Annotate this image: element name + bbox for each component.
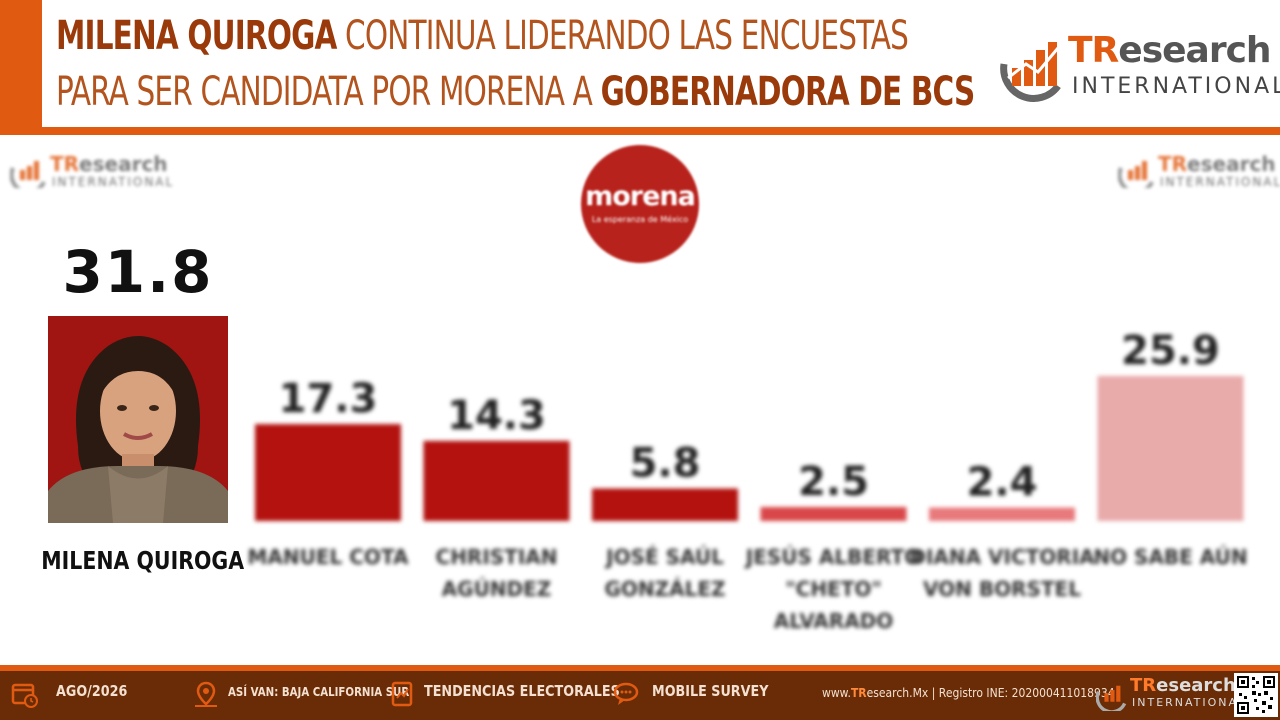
bar-6 — [1097, 375, 1244, 521]
qr-code-icon — [1234, 673, 1278, 717]
bar-1 — [255, 424, 401, 521]
candidate-portrait-icon — [48, 316, 228, 523]
value-label-3: 5.8 — [630, 441, 701, 487]
footer-section: TENDENCIAS ELECTORALES — [424, 682, 620, 700]
chat-bubble-icon — [613, 682, 639, 705]
bar-4 — [760, 507, 907, 521]
morena-party-logo: morena La esperanza de México — [581, 145, 699, 263]
bar-2 — [423, 440, 570, 521]
party-name: morena — [585, 181, 696, 212]
category-label-3-line-0: JOSÉ SAÚL — [604, 545, 724, 569]
category-label-5-line-0: DIANA VICTORIA — [909, 545, 1095, 569]
footer-location: ASÍ VAN: BAJA CALIFORNIA SUR — [228, 685, 410, 699]
title-line1: CONTINUA LIDERANDO LAS ENCUESTAS — [336, 13, 909, 59]
logo-wordmark: TResearch — [1068, 30, 1272, 71]
title-line2: PARA SER CANDIDATA POR MORENA A — [56, 69, 601, 115]
header: MILENA QUIROGA CONTINUA LIDERANDO LAS EN… — [0, 0, 1280, 130]
value-label-4: 2.5 — [798, 459, 869, 505]
category-label-2-line-1: AGÚNDEZ — [442, 577, 552, 601]
footer-logo-chart-icon — [1096, 685, 1127, 711]
title-highlight-office: GOBERNADORA DE BCS — [600, 69, 976, 115]
footer-divider — [0, 665, 1280, 671]
value-label-6: 25.9 — [1121, 328, 1220, 374]
page-title: MILENA QUIROGA CONTINUA LIDERANDO LAS EN… — [56, 8, 975, 120]
footer-website-registry: www.TResearch.Mx | Registro INE: 2020004… — [822, 686, 1115, 700]
category-label-4-line-0: JESÚS ALBERTO — [744, 545, 921, 569]
watermark-logo-right: TResearch INTERNATIONAL — [1118, 152, 1280, 192]
watermark-chart-icon — [1118, 161, 1154, 188]
category-label-4-line-1: "CHETO" — [785, 577, 882, 601]
logo-chart-icon — [1000, 42, 1061, 102]
header-divider — [0, 127, 1280, 135]
header-accent-bar — [0, 0, 42, 130]
value-label-5: 2.4 — [967, 460, 1038, 506]
category-label-3-line-1: GONZÁLEZ — [604, 577, 725, 601]
document-chart-icon — [391, 681, 413, 707]
value-label-1: 17.3 — [279, 376, 378, 422]
leader-name-label: MILENA QUIROGA — [41, 546, 245, 575]
bar-3 — [592, 488, 738, 521]
candidate-photo — [48, 316, 228, 523]
title-highlight-name: MILENA QUIROGA — [56, 13, 337, 59]
watermark-chart-icon — [10, 161, 46, 188]
category-label-5-line-1: VON BORSTEL — [923, 577, 1081, 601]
location-pin-icon — [195, 681, 217, 707]
calendar-icon — [11, 683, 38, 708]
footer-date: AGO/2026 — [56, 682, 128, 700]
tresearch-logo: TResearch INTERNATIONAL — [996, 26, 1280, 106]
logo-subtitle: INTERNATIONAL — [1072, 74, 1280, 99]
value-label-2: 14.3 — [447, 393, 546, 439]
leader-value-label: 31.8 — [62, 238, 214, 306]
category-label-2-line-0: CHRISTIAN — [436, 545, 558, 569]
footer-tresearch-logo: TResearch INTERNATIONAL — [1096, 675, 1244, 715]
category-label-1-line-0: MANUEL COTA — [248, 545, 409, 569]
party-tagline: La esperanza de México — [591, 215, 689, 224]
watermark-logo-left: TResearch INTERNATIONAL — [10, 152, 172, 192]
footer-survey-type: MOBILE SURVEY — [652, 682, 769, 700]
bar-5 — [929, 507, 1075, 521]
category-label-4-line-2: ALVARADO — [774, 609, 894, 633]
category-label-6-line-0: NO SABE AÚN — [1093, 545, 1247, 569]
